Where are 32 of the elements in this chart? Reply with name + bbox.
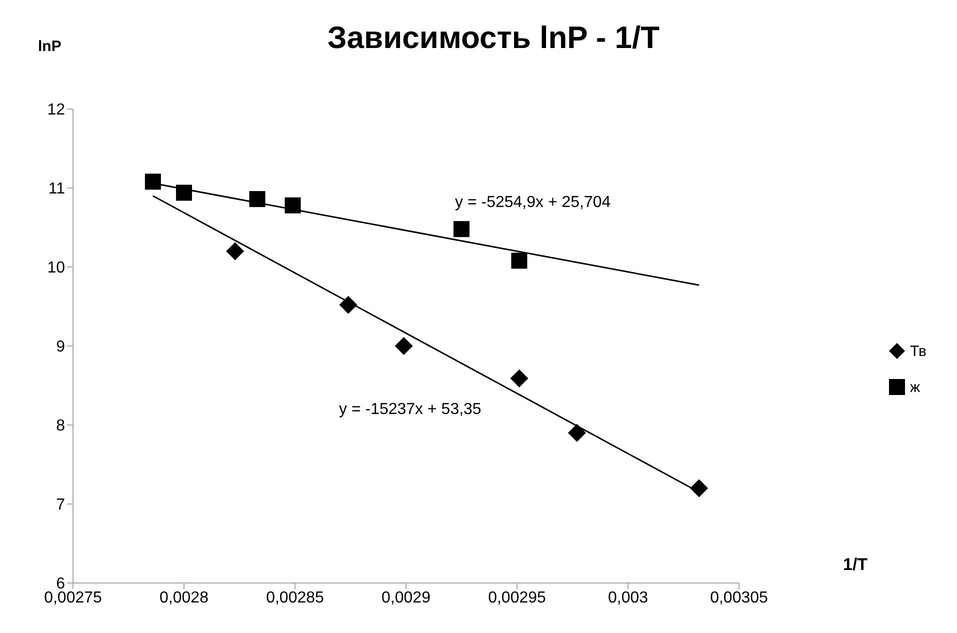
y-tick-label: 11 <box>48 180 66 198</box>
point <box>394 337 413 355</box>
point <box>144 174 161 190</box>
point <box>284 197 301 214</box>
y-tick-label: 9 <box>56 338 66 356</box>
point <box>249 191 266 208</box>
x-tick-label: 0,00295 <box>488 589 546 606</box>
legend-label: Тв <box>910 342 926 360</box>
x-tick-label: 0,0028 <box>160 589 209 606</box>
point <box>226 242 244 260</box>
point <box>454 221 470 238</box>
point <box>511 252 528 269</box>
x-tick-label: 0,003 <box>608 589 648 606</box>
x-tick-label: 0,0029 <box>382 589 431 606</box>
point <box>690 479 708 498</box>
annotation: y = -15237x + 53,35 <box>339 401 482 419</box>
x-axis-title: 1/T <box>843 555 868 575</box>
y-tick-label: 8 <box>56 418 66 435</box>
point <box>568 424 586 442</box>
chart-title: Зависимость lnP - 1/T <box>327 20 660 55</box>
y-tick-label: 10 <box>47 260 66 277</box>
legend-label: ж <box>910 378 920 396</box>
y-tick-label: 12 <box>47 102 66 119</box>
x-tick-label: 0,00275 <box>44 589 102 606</box>
y-tick-label: 7 <box>56 496 66 514</box>
y-axis-title: lnP <box>38 38 62 55</box>
annotation: y = -5254,9x + 25,704 <box>455 194 611 212</box>
point <box>176 184 192 201</box>
x-tick-label: 0,00285 <box>266 589 324 606</box>
point <box>339 296 358 314</box>
point <box>510 369 528 388</box>
x-tick-label: 0,00305 <box>710 589 768 606</box>
